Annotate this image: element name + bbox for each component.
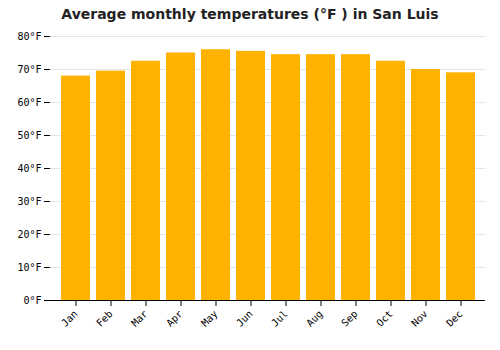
- svg-text:Mar: Mar: [129, 308, 150, 329]
- html-text:Average monthly temperatures (: Average monthly temperatures (°F ) in Sa…: [61, 6, 439, 22]
- svg-text:50°F: 50°F: [17, 130, 41, 141]
- svg-text:Aug: Aug: [304, 308, 325, 329]
- svg-text:Jun: Jun: [234, 308, 255, 329]
- svg-text:Jul: Jul: [269, 308, 290, 329]
- svg-text:Dec: Dec: [444, 308, 465, 329]
- svg-text:80°F: 80°F: [17, 31, 41, 42]
- svg-text:Feb: Feb: [94, 308, 115, 329]
- svg-text:Sep: Sep: [339, 308, 360, 329]
- svg-text:Apr: Apr: [164, 308, 185, 329]
- svg-text:40°F: 40°F: [17, 163, 41, 174]
- svg-text:20°F: 20°F: [17, 229, 41, 240]
- svg-text:10°F: 10°F: [17, 262, 41, 273]
- svg-text:30°F: 30°F: [17, 196, 41, 207]
- svg-text:70°F: 70°F: [17, 64, 41, 75]
- svg-text:May: May: [199, 308, 220, 329]
- svg-text:0°F: 0°F: [23, 295, 41, 306]
- svg-text:Nov: Nov: [409, 308, 430, 329]
- svg-text:Oct: Oct: [374, 308, 395, 329]
- svg-text:Jan: Jan: [59, 308, 80, 329]
- svg-text:60°F: 60°F: [17, 97, 41, 108]
